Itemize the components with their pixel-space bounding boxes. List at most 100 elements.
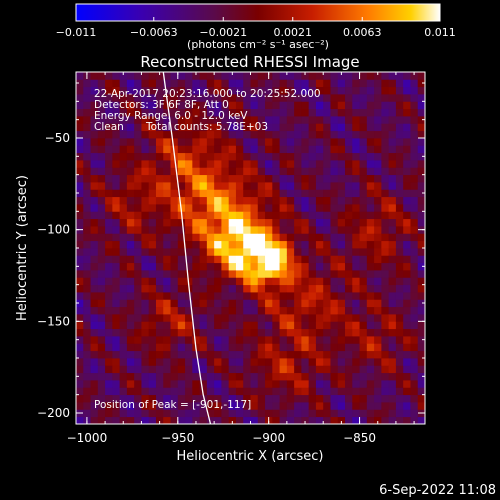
image-pixel [330,116,339,124]
image-pixel [301,284,310,293]
image-pixel [395,416,404,424]
image-pixel [199,79,208,88]
image-pixel [148,130,157,139]
image-pixel [374,380,382,388]
image-pixel [366,262,375,271]
image-pixel [155,372,164,381]
image-pixel [395,292,404,300]
y-axis-label: Heliocentric Y (arcsec) [15,175,30,321]
image-pixel [199,204,208,212]
image-pixel [206,204,215,212]
image-pixel [395,365,404,374]
image-pixel [272,336,280,344]
image-pixel [250,130,259,139]
image-pixel [330,182,339,190]
image-pixel [206,372,215,381]
image-pixel [177,416,186,424]
image-pixel [83,314,91,322]
image-pixel [206,108,215,117]
image-pixel [250,336,259,344]
image-pixel [359,248,368,256]
image-pixel [301,94,310,102]
image-pixel [265,292,273,300]
image-pixel [235,152,244,161]
image-pixel [148,306,157,315]
image-pixel [76,116,84,124]
image-pixel [126,86,135,95]
image-pixel [308,284,317,293]
image-pixel [257,196,266,205]
image-pixel [199,372,208,381]
image-pixel [83,262,91,271]
image-pixel [337,196,346,205]
image-pixel [381,306,390,315]
image-pixel [90,240,99,249]
image-pixel [155,123,164,132]
image-pixel [235,343,244,352]
image-pixel [185,160,193,168]
image-pixel [243,145,251,154]
image-pixel [403,145,411,154]
image-pixel [112,138,121,146]
image-pixel [257,350,266,359]
image-pixel [272,284,280,293]
image-pixel [272,189,280,198]
image-pixel [221,372,230,381]
image-pixel [359,416,368,424]
image-pixel [374,277,382,286]
image-pixel [90,380,99,388]
image-pixel [388,182,397,190]
image-pixel [286,189,295,198]
image-pixel [286,343,295,352]
image-pixel [286,204,295,212]
image-pixel [308,306,317,315]
image-pixel [163,138,171,146]
image-pixel [257,189,266,198]
image-pixel [410,204,419,212]
image-pixel [112,204,121,212]
image-pixel [265,167,273,176]
image-pixel [119,248,128,256]
image-pixel [170,314,179,322]
image-pixel [206,79,215,88]
image-pixel [134,277,142,286]
image-pixel [177,233,186,242]
image-pixel [352,196,360,205]
image-pixel [177,167,186,176]
image-pixel [403,270,411,278]
image-pixel [105,174,113,183]
image-pixel [126,365,135,374]
image-pixel [374,365,382,374]
image-pixel [417,72,425,80]
annotation-time-range: 22-Apr-2017 20:23:16.000 to 20:25:52.000 [94,88,321,100]
image-pixel [381,416,390,424]
image-pixel [192,277,201,286]
image-pixel [359,262,368,271]
image-pixel [185,189,193,198]
image-pixel [381,116,390,124]
image-pixel [352,328,360,337]
image-pixel [141,152,150,161]
image-pixel [374,94,382,102]
image-pixel [315,174,324,183]
image-pixel [250,248,259,256]
image-pixel [345,189,353,198]
image-pixel [388,328,397,337]
image-pixel [337,262,346,271]
image-pixel [323,292,331,300]
image-pixel [330,248,339,256]
image-pixel [323,226,331,234]
image-pixel [221,380,230,388]
image-pixel [148,72,157,80]
image-pixel [250,372,259,381]
image-pixel [199,394,208,403]
image-pixel [294,248,302,256]
image-pixel [352,292,360,300]
image-pixel [243,262,251,271]
image-pixel [294,196,302,205]
image-pixel [286,160,295,168]
image-pixel [352,204,360,212]
image-pixel [126,130,135,139]
image-pixel [330,167,339,176]
image-pixel [83,233,91,242]
